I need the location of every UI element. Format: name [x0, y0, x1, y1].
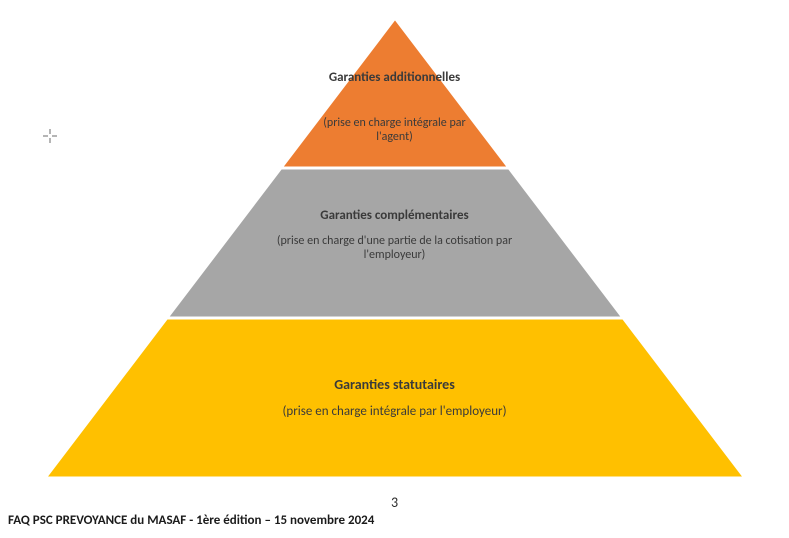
layer-top-subtitle: (prise en charge intégrale par l'agent)	[310, 116, 480, 144]
pyramid-layer-bottom	[45, 318, 745, 478]
layer-top-title-line1: Garanties additionnelles	[325, 70, 465, 85]
pyramid-diagram: Garanties additionnelles (prise en charg…	[45, 18, 745, 478]
layer-top-title: Garanties additionnelles	[325, 70, 465, 85]
layer-bottom-subtitle: (prise en charge intégrale par l'employe…	[95, 404, 695, 419]
pyramid-layer-top	[280, 18, 508, 168]
layer-middle-subtitle: (prise en charge d'une partie de la coti…	[260, 234, 530, 262]
page-number: 3	[0, 494, 789, 511]
layer-middle-title: Garanties complémentaires	[195, 208, 595, 223]
footer-text: FAQ PSC PREVOYANCE du MASAF - 1ère éditi…	[8, 513, 374, 528]
layer-bottom-title: Garanties statutaires	[95, 376, 695, 393]
